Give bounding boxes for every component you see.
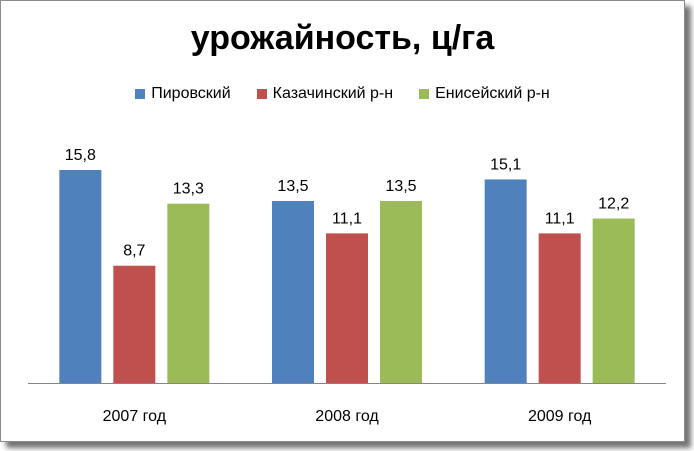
bar-1-1 [326,233,368,383]
data-label-0-1: 8,7 [123,243,145,260]
category-label-2: 2009 год [528,408,592,425]
legend-swatch-0 [135,89,146,99]
category-label-0: 2007 год [103,408,167,425]
bar-2-0 [484,179,527,383]
legend: Пировский Казачинский р-н Енисейский р-н [1,85,684,103]
legend-swatch-1 [256,89,267,99]
data-label-2-0: 15,1 [490,156,521,173]
bar-2-1 [538,233,581,383]
bar-1-2 [380,201,422,383]
plot-area: 15,8 8,7 13,3 2007 год 13,5 11,1 13,5 2008 год 1… [28,147,666,425]
legend-item-1: Казачинский р-н [256,85,394,103]
data-label-0-2: 13,3 [173,181,204,198]
data-label-0-0: 15,8 [65,147,96,164]
data-label-1-0: 13,5 [277,178,308,195]
data-label-1-2: 13,5 [385,178,416,195]
bar-2-2 [592,218,635,383]
chart-title: урожайность, ц/га [190,19,495,57]
legend-label-1: Казачинский р-н [272,85,394,102]
data-label-2-1: 11,1 [545,210,575,227]
legend-item-0: Пировский [135,85,231,103]
bar-0-0 [59,170,102,383]
legend-swatch-2 [419,89,430,99]
bar-1-0 [272,201,314,383]
category-label-1: 2008 год [315,408,379,425]
data-label-1-1: 11,1 [332,210,362,227]
chart-frame: урожайность, ц/га Пировский Казачинский … [0,0,685,442]
legend-label-2: Енисейский р-н [435,85,550,102]
data-label-2-2: 12,2 [598,196,629,213]
bar-0-2 [167,203,210,383]
legend-item-2: Енисейский р-н [419,85,550,103]
legend-label-0: Пировский [151,85,231,102]
bar-0-1 [113,265,156,383]
